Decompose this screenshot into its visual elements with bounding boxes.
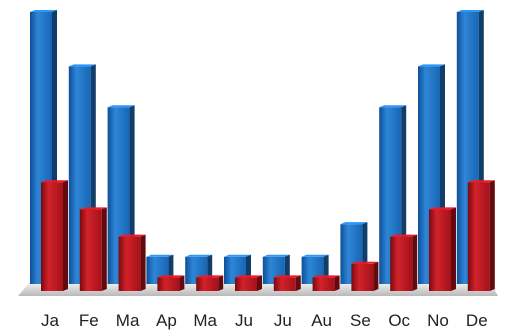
bar-series1-6-top xyxy=(224,254,251,257)
bar-series2-1-front xyxy=(41,182,63,291)
bar-series2-12-front xyxy=(467,182,490,291)
bar-series2-8-top xyxy=(312,275,340,278)
x-tick-label: De xyxy=(466,311,488,330)
bar-series2-3-top xyxy=(118,234,146,237)
bar-series2-2-top xyxy=(79,207,107,210)
bar-series2-4 xyxy=(157,275,185,291)
bar-series2-4-top xyxy=(157,275,185,278)
bar-series2-7-side xyxy=(295,275,301,291)
bar-series2-3-side xyxy=(140,234,146,291)
bar-series2-12-top xyxy=(467,180,495,183)
bar-series2-10 xyxy=(390,234,418,291)
x-tick-label: Fe xyxy=(79,311,99,330)
x-tick-label: Oc xyxy=(388,311,410,330)
bar-series2-10-front xyxy=(390,236,413,291)
bar-series1-11-top xyxy=(418,64,445,67)
bar-series2-8-side xyxy=(334,275,340,291)
bar-series1-2-top xyxy=(68,64,96,67)
bar-series2-5 xyxy=(196,275,224,291)
bar-series1-7-top xyxy=(262,254,290,257)
bar-series2-11 xyxy=(429,207,456,291)
bar-series2-5-top xyxy=(196,275,224,278)
bar-series2-8 xyxy=(312,275,340,291)
bar-series2-7-top xyxy=(273,275,301,278)
bar-series1-8-top xyxy=(301,254,329,257)
x-tick-label: Ju xyxy=(274,311,292,330)
bar-series2-9-side xyxy=(373,261,379,291)
bar-series2-12-side xyxy=(489,180,495,291)
bar-series2-9-front xyxy=(351,263,374,291)
bar-series2-9 xyxy=(351,261,379,291)
bar-series2-4-front xyxy=(157,277,180,291)
bar-series2-1-top xyxy=(41,180,68,183)
x-tick-label: No xyxy=(427,311,449,330)
bar-series2-5-front xyxy=(196,277,219,291)
bar-series2-3 xyxy=(118,234,146,291)
bars-layer xyxy=(30,10,495,291)
bar-series1-1-top xyxy=(30,10,57,12)
bar-series2-6-top xyxy=(235,275,262,278)
x-tick-label: Se xyxy=(350,311,371,330)
bar-series2-7-front xyxy=(273,277,296,291)
bar-series2-11-top xyxy=(429,207,456,210)
bar-series1-3-top xyxy=(107,105,135,108)
bar-series2-11-side xyxy=(451,207,456,291)
bar-series2-2-side xyxy=(101,207,107,291)
x-tick-label: Ap xyxy=(156,311,177,330)
bar-series2-5-side xyxy=(218,275,224,291)
bar-series2-2-front xyxy=(79,209,102,291)
bar-series1-9-top xyxy=(340,222,368,225)
bar-series2-7 xyxy=(273,275,301,291)
bar-series1-4-top xyxy=(146,254,174,257)
x-tick-label: Ma xyxy=(193,311,217,330)
bar-series2-8-front xyxy=(312,277,335,291)
x-axis-labels: Ja Fe Ma Ap Ma Ju Ju Au Se Oc No De xyxy=(41,311,488,330)
bar-series2-3-front xyxy=(118,236,141,291)
bar-series2-1 xyxy=(41,180,68,291)
bar-series1-12-top xyxy=(456,10,484,12)
bar-series2-6 xyxy=(235,275,262,291)
bar-series2-10-top xyxy=(390,234,418,237)
bar-series2-6-front xyxy=(235,277,257,291)
bar-series2-4-side xyxy=(179,275,185,291)
bar-series2-1-side xyxy=(63,180,68,291)
bar-series2-10-side xyxy=(412,234,418,291)
x-tick-label: Ja xyxy=(41,311,60,330)
bar-series2-12 xyxy=(467,180,495,291)
x-tick-label: Ma xyxy=(116,311,140,330)
bar-series1-10-top xyxy=(379,105,407,108)
bar-series2-11-front xyxy=(429,209,451,291)
bar-series1-5-top xyxy=(185,254,213,257)
bar-series2-9-top xyxy=(351,261,379,264)
bar-series2-6-side xyxy=(257,275,262,291)
x-tick-label: Ju xyxy=(235,311,253,330)
bar-series2-2 xyxy=(79,207,107,291)
x-tick-label: Au xyxy=(311,311,332,330)
